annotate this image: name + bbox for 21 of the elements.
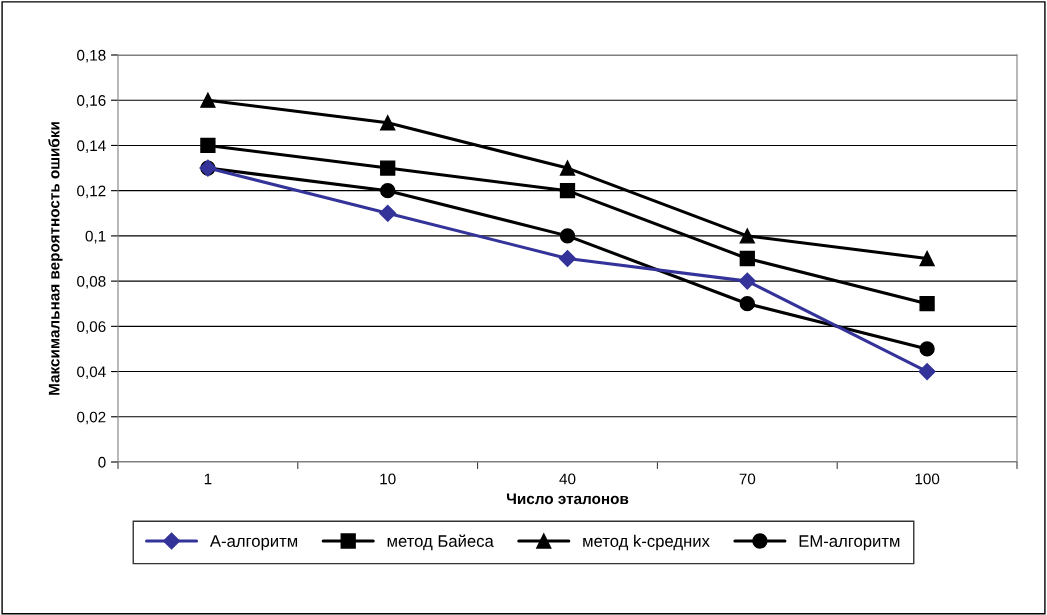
y-tick-label: 0,12 [77,185,106,199]
legend-label: А-алгоритм [209,535,298,551]
y-axis-title: Максимальная вероятность ошибки [48,122,63,395]
x-tick-label: 100 [915,473,940,485]
y-tick-label: 0,1 [85,230,106,244]
y-tick-label: 0,08 [77,275,106,289]
y-tick-label: 0,06 [77,321,106,334]
y-tick-label: 0,04 [77,366,106,380]
x-axis-title: Число эталонов [506,493,629,505]
x-tick-label: 10 [380,473,396,485]
x-tick-label: 40 [559,473,576,485]
x-tick-label: 70 [739,473,756,485]
y-tick-label: 0,02 [77,411,106,425]
y-tick-label: 0,14 [77,140,106,153]
y-tick-label: 0,18 [77,49,106,63]
legend-label: EM-алгоритм [799,535,900,551]
legend-label: метод Байеса [387,534,494,551]
y-tick-label: 0,16 [77,95,106,108]
y-tick-label: 0 [98,456,106,468]
legend-label: метод k-средних [583,534,710,551]
x-tick-label: 1 [204,473,212,485]
